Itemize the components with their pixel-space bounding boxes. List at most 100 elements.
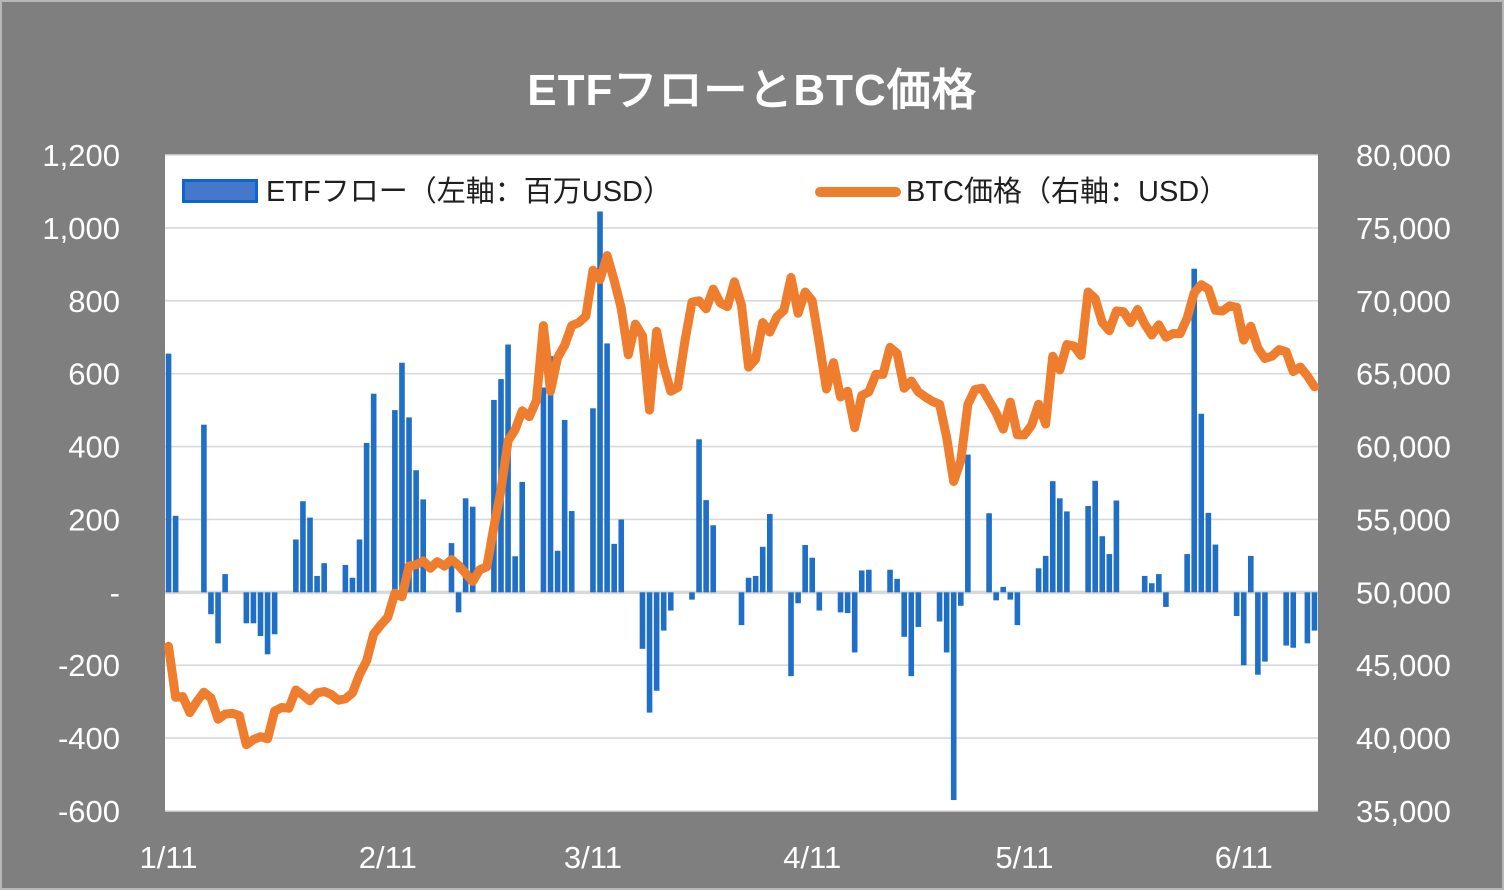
etf-flow-bar [844, 592, 851, 614]
y-axis-label-right: 45,000 [1356, 648, 1451, 683]
etf-flow-bar [1255, 592, 1261, 675]
etf-flow-bar [901, 592, 907, 637]
etf-flow-bar [257, 592, 264, 637]
y-axis-label-right: 75,000 [1356, 211, 1451, 246]
etf-flow-bar [1262, 592, 1268, 662]
etf-flow-bar [986, 513, 992, 593]
y-axis-label-right: 35,000 [1356, 794, 1451, 829]
etf-flow-bar [455, 592, 462, 613]
etf-flow-bar [1240, 592, 1247, 666]
etf-flow-bar [936, 592, 943, 622]
y-axis-label-right: 65,000 [1356, 357, 1451, 392]
etf-flow-bar [639, 592, 646, 649]
etf-flow-bar [165, 353, 172, 593]
etf-flow-bar [887, 569, 893, 593]
etf-flow-bar [1092, 480, 1098, 593]
y-axis-label-left: 600 [68, 357, 120, 392]
etf-flow-bar [689, 592, 695, 600]
etf-flow-bar [660, 592, 667, 631]
etf-flow-bar [894, 578, 900, 593]
etf-flow-bar [667, 592, 674, 611]
y-axis-label-left: -600 [58, 794, 120, 829]
etf-flow-bar [512, 556, 518, 593]
etf-flow-bar [788, 592, 794, 677]
chart-title: ETFフローとBTC価格 [527, 66, 977, 115]
etf-flow-bar [597, 211, 603, 593]
etf-flow-bar [745, 577, 752, 593]
etf-flow-bar [469, 506, 476, 593]
y-axis-label-left: -400 [58, 721, 120, 756]
etf-flow-bar [392, 410, 398, 593]
etf-flow-bar [1283, 592, 1289, 646]
etf-flow-bar [653, 592, 660, 691]
etf-flow-bar [703, 500, 709, 593]
etf-flow-bar [1049, 481, 1056, 593]
etf-flow-bar [491, 399, 497, 593]
etf-flow-bar [1085, 505, 1091, 593]
etf-flow-bar [413, 470, 419, 593]
etf-flow-bar [816, 592, 823, 611]
etf-flow-bar [1014, 592, 1021, 626]
y-axis-label-right: 55,000 [1356, 502, 1451, 537]
etf-flow-bar [1311, 592, 1318, 631]
etf-flow-bar [420, 499, 426, 593]
etf-flow-bar [363, 442, 370, 593]
etf-flow-bar [759, 546, 766, 593]
etf-flow-bar [738, 592, 745, 626]
y-axis-label-left: 1,200 [42, 138, 120, 173]
y-axis-label-right: 70,000 [1356, 284, 1451, 319]
etf-flow-bar [250, 592, 257, 624]
x-axis-label: 3/11 [564, 840, 622, 875]
etf-flow-bar [752, 575, 759, 593]
etf-flow-bar [554, 550, 561, 593]
etf-flow-bar [802, 544, 808, 593]
etf-flow-bar [1148, 583, 1155, 593]
y-axis-label-left: 1,000 [42, 211, 120, 246]
etf-flow-bar [611, 543, 617, 593]
etf-flow-bar [943, 592, 950, 653]
etf-flow-bar [1198, 413, 1205, 593]
btc-price-legend-label: BTC価格（右軸：USD） [906, 176, 1229, 208]
etf-flow-bar [1248, 555, 1254, 593]
y-axis-label-left: - [110, 575, 120, 610]
etf-flow-bar [370, 393, 377, 593]
etf-flow-bar [300, 501, 306, 593]
etf-flow-bar [1000, 586, 1007, 593]
etf-flow-bar [1064, 511, 1070, 593]
y-axis-label-right: 60,000 [1356, 430, 1451, 465]
etf-flow-bar [1191, 268, 1198, 593]
x-axis-label: 1/11 [140, 840, 198, 875]
etf-flow-bar [1141, 575, 1148, 593]
etf-flow-bar [201, 424, 207, 593]
etf-flow-bar [618, 519, 625, 593]
etf-flow-bar [342, 565, 349, 593]
y-axis-label-left: 400 [68, 430, 120, 465]
etf-flow-bar [1304, 592, 1311, 644]
etf-flow-bar [568, 511, 575, 593]
etf-flow-bar [1184, 554, 1190, 593]
etf-flow-bar [448, 543, 455, 593]
etf-flow-bar [406, 417, 412, 593]
etf-flow-bar [809, 557, 816, 593]
etf-flow-bar [908, 592, 915, 677]
x-axis-label: 6/11 [1215, 840, 1273, 875]
etf-flow-bar [1042, 555, 1049, 593]
etf-flow-bar [1212, 544, 1219, 593]
etf-flow-bar [646, 592, 653, 713]
etf-flow-bar [314, 575, 320, 593]
etf-flow-bar [866, 569, 872, 593]
etf-flow-bar [710, 525, 717, 593]
etf-flow-bar [208, 592, 214, 615]
etf-flow-bar [766, 513, 773, 593]
y-axis-label-left: 200 [68, 502, 120, 537]
etf-flow-bar [321, 563, 327, 593]
y-axis-label-left: 800 [68, 284, 120, 319]
y-axis-label-right: 40,000 [1356, 721, 1451, 756]
x-axis-label: 5/11 [995, 840, 1053, 875]
etf-flow-bar [519, 481, 526, 593]
etf-flow-bar [356, 539, 363, 593]
etf-flow-bar [172, 515, 179, 593]
etf-flow-bar [264, 592, 271, 655]
